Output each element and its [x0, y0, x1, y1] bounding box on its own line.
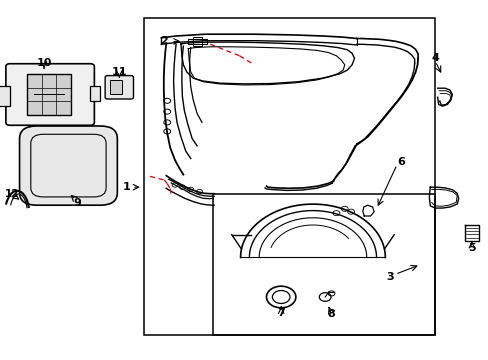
Text: 8: 8	[327, 309, 335, 319]
Bar	[212, 194, 434, 335]
Text: 7: 7	[277, 308, 285, 318]
Text: 10: 10	[36, 58, 52, 68]
Text: 2: 2	[160, 36, 167, 46]
FancyBboxPatch shape	[20, 126, 117, 205]
Bar	[193, 37, 202, 46]
Text: 4: 4	[430, 53, 438, 63]
Bar	[90, 86, 100, 101]
Bar	[188, 39, 206, 44]
Bar	[0, 86, 10, 106]
Text: 6: 6	[396, 157, 404, 167]
Text: 1: 1	[122, 182, 130, 192]
Text: 5: 5	[467, 243, 475, 253]
Text: 9: 9	[73, 198, 81, 208]
FancyBboxPatch shape	[6, 64, 94, 125]
FancyBboxPatch shape	[105, 76, 133, 99]
Bar	[27, 74, 71, 115]
Text: 3: 3	[386, 272, 393, 282]
Bar	[110, 80, 122, 94]
Bar	[144, 18, 434, 335]
Text: 12: 12	[5, 189, 20, 199]
Text: 11: 11	[111, 67, 127, 77]
